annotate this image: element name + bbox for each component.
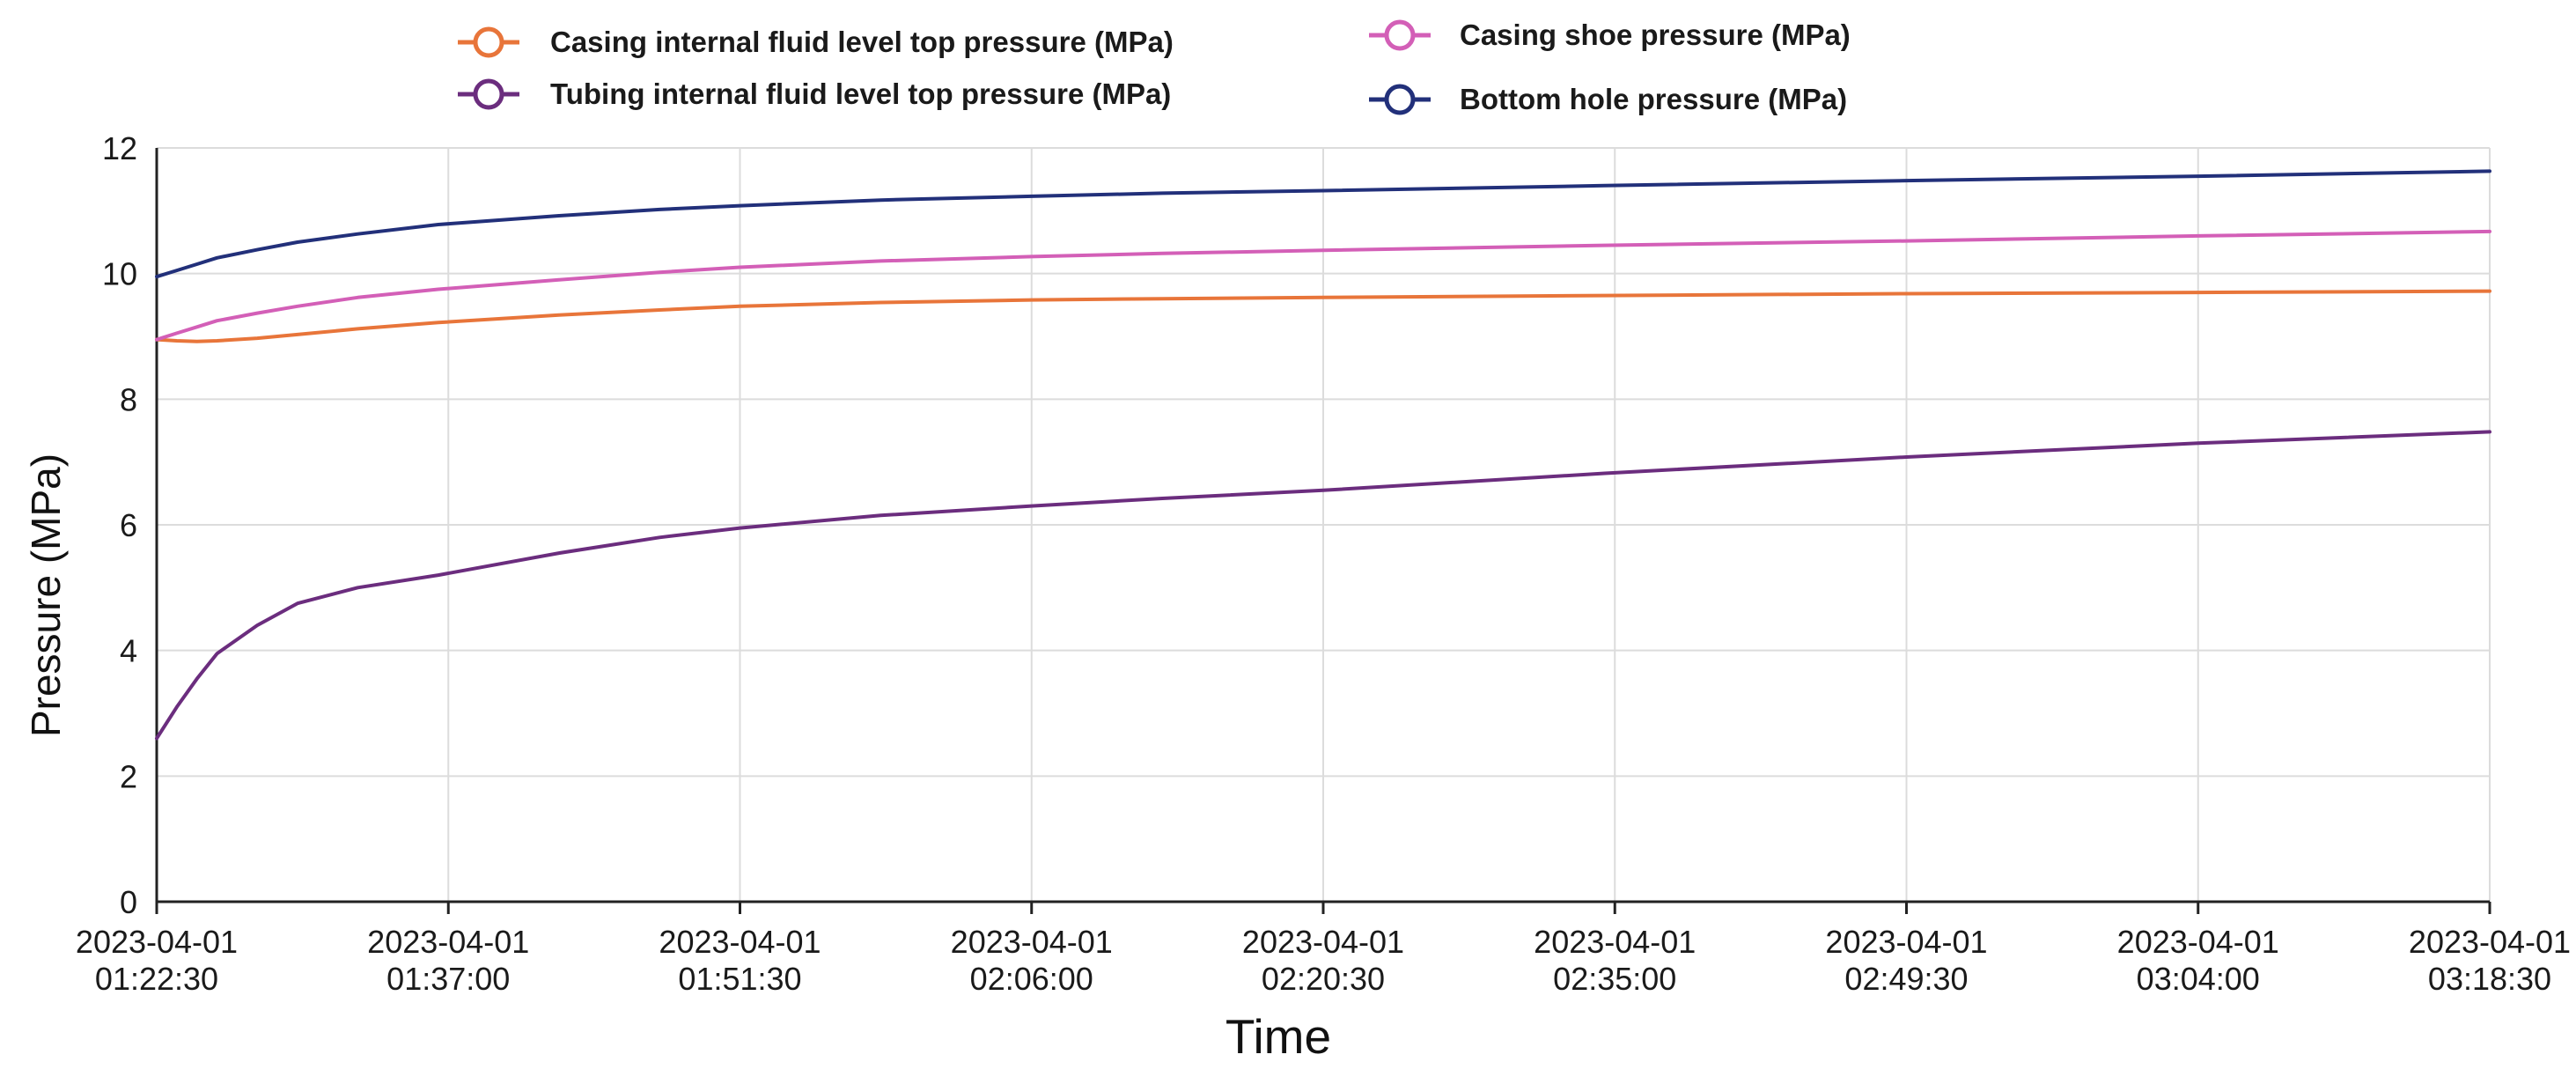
x-tick-time: 02:35:00 [1553, 961, 1676, 997]
x-tick-date: 2023-04-01 [76, 924, 238, 960]
legend-item-casing-shoe[interactable]: Casing shoe pressure (MPa) [1369, 18, 1851, 51]
legend-item-bottom-hole[interactable]: Bottom hole pressure (MPa) [1369, 83, 1847, 115]
y-tick-label: 2 [120, 758, 137, 794]
legend-item-casing-fluid-level[interactable]: Casing internal fluid level top pressure… [458, 26, 1174, 58]
x-tick-time: 02:06:00 [970, 961, 1093, 997]
x-tick-date: 2023-04-01 [659, 924, 821, 960]
legend-label-casing-shoe: Casing shoe pressure (MPa) [1460, 18, 1851, 51]
y-tick-label: 10 [102, 256, 137, 292]
x-tick-date: 2023-04-01 [951, 924, 1113, 960]
legend-marker-casing-fluid-level [473, 26, 504, 58]
legend-marker-tubing-fluid-level [473, 78, 504, 110]
legend-marker-casing-shoe [1384, 19, 1416, 51]
x-tick-time: 01:37:00 [386, 961, 510, 997]
series-bottom-hole-line [155, 169, 2491, 279]
y-tick-label: 6 [120, 507, 137, 543]
x-tick-time: 02:20:30 [1262, 961, 1385, 997]
legend-label-bottom-hole: Bottom hole pressure (MPa) [1460, 83, 1847, 115]
x-tick-labels: 2023-04-0101:22:302023-04-0101:37:002023… [76, 924, 2571, 997]
legend: Casing internal fluid level top pressure… [458, 18, 1851, 115]
y-tick-label: 0 [120, 884, 137, 920]
y-tick-label: 4 [120, 633, 137, 669]
x-tick-date: 2023-04-01 [2117, 924, 2279, 960]
legend-label-casing-fluid-level: Casing internal fluid level top pressure… [550, 26, 1174, 58]
axes [155, 148, 2491, 914]
y-tick-label: 12 [102, 130, 137, 166]
x-tick-date: 2023-04-01 [1242, 924, 1404, 960]
legend-marker-bottom-hole [1384, 84, 1416, 115]
x-tick-date: 2023-04-01 [1534, 924, 1696, 960]
x-tick-time: 03:18:30 [2428, 961, 2551, 997]
x-tick-time: 01:51:30 [678, 961, 801, 997]
x-tick-date: 2023-04-01 [2409, 924, 2571, 960]
legend-label-tubing-fluid-level: Tubing internal fluid level top pressure… [550, 77, 1171, 110]
y-axis-title: Pressure (MPa) [23, 454, 69, 737]
series-casing-shoe-line [155, 229, 2491, 342]
x-tick-date: 2023-04-01 [1825, 924, 1987, 960]
x-tick-time: 03:04:00 [2137, 961, 2260, 997]
legend-item-tubing-fluid-level[interactable]: Tubing internal fluid level top pressure… [458, 77, 1171, 110]
series-tubing-fluid-level-line [155, 430, 2491, 741]
x-tick-date: 2023-04-01 [367, 924, 529, 960]
x-tick-time: 01:22:30 [95, 961, 218, 997]
data-series [155, 169, 2491, 741]
x-tick-time: 02:49:30 [1844, 961, 1968, 997]
y-tick-labels: 0 2 4 6 8 10 12 [102, 130, 137, 920]
x-axis-title: Time [1225, 1009, 1331, 1064]
y-tick-label: 8 [120, 381, 137, 417]
series-casing-fluid-level-line [155, 289, 2491, 343]
